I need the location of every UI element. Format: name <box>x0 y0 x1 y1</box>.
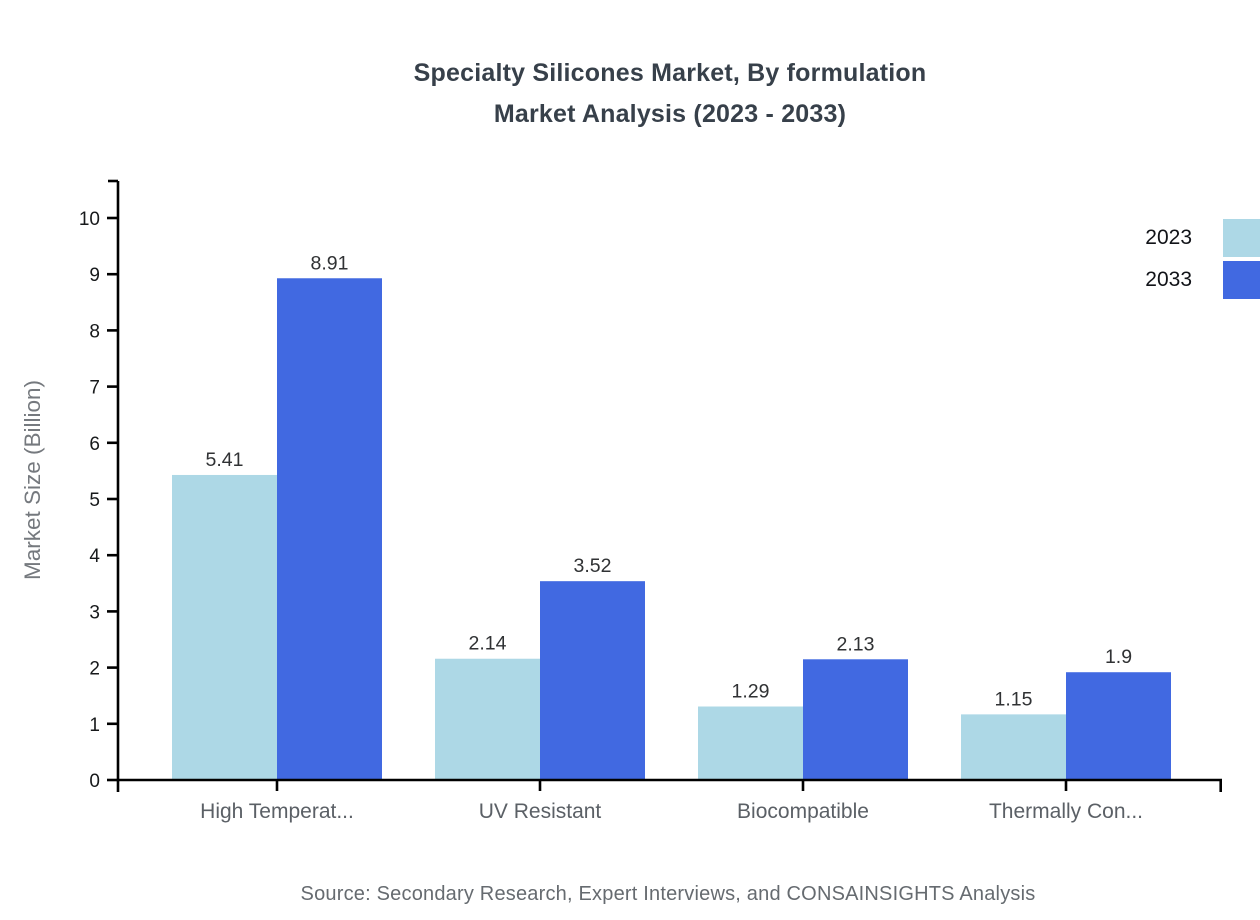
legend-swatch-2023 <box>1223 219 1260 257</box>
value-label-2023-2: 2.14 <box>469 633 507 655</box>
value-label-2023-1: 5.41 <box>206 449 244 471</box>
value-label-2033-3: 2.13 <box>837 633 875 655</box>
value-label-2023-4: 1.15 <box>995 688 1033 710</box>
bar-2023-4[interactable] <box>961 714 1066 779</box>
y-tick-label: 3 <box>89 602 100 623</box>
bar-2033-4[interactable] <box>1066 672 1171 779</box>
y-tick-label: 8 <box>89 321 100 342</box>
y-tick-label: 5 <box>89 490 100 511</box>
chart-title-line1: Specialty Silicones Market, By formulati… <box>413 59 927 87</box>
legend-item-2023[interactable]: 2023 <box>1145 219 1260 257</box>
legend-item-2033[interactable]: 2033 <box>1145 261 1260 299</box>
y-tick-label: 6 <box>89 434 100 455</box>
x-tick-label-3: Biocompatible <box>737 800 869 823</box>
y-tick-label: 2 <box>89 659 100 680</box>
y-tick-label: 10 <box>79 209 100 230</box>
bar-2033-2[interactable] <box>540 581 645 779</box>
legend: 2023 2033 <box>1145 219 1260 303</box>
x-tick-label-1: High Temperat... <box>200 800 354 823</box>
bar-2033-1[interactable] <box>277 278 382 779</box>
y-tick-label: 9 <box>89 265 100 286</box>
bar-2033-3[interactable] <box>803 659 908 779</box>
y-tick-label: 4 <box>89 546 100 567</box>
chart-title-line2: Market Analysis (2023 - 2033) <box>493 100 847 128</box>
x-tick-label-2: UV Resistant <box>479 800 602 823</box>
legend-label-2033: 2033 <box>1145 268 1192 291</box>
legend-swatch-2033 <box>1223 261 1260 299</box>
value-label-2033-2: 3.52 <box>574 555 612 577</box>
value-label-2023-3: 1.29 <box>732 681 770 703</box>
value-label-2033-1: 8.91 <box>311 252 349 274</box>
value-label-2033-4: 1.9 <box>1105 646 1132 668</box>
chart-title: Specialty Silicones Market, By formulati… <box>80 53 1260 135</box>
bar-2023-3[interactable] <box>698 706 803 779</box>
legend-label-2023: 2023 <box>1145 226 1192 249</box>
y-tick-label: 7 <box>89 378 100 399</box>
bar-2023-2[interactable] <box>435 658 540 779</box>
source-note: Source: Secondary Research, Expert Inter… <box>300 883 1036 905</box>
y-tick-label: 1 <box>89 715 100 736</box>
bar-2023-1[interactable] <box>172 474 277 779</box>
x-tick-label-4: Thermally Con... <box>989 800 1143 823</box>
y-tick-label: 0 <box>89 771 100 792</box>
